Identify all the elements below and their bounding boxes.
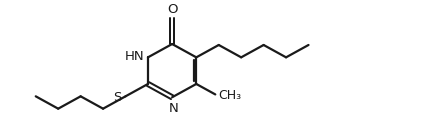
Text: N: N — [168, 102, 178, 115]
Text: S: S — [113, 91, 122, 104]
Text: O: O — [167, 2, 177, 16]
Text: CH₃: CH₃ — [218, 89, 241, 102]
Text: HN: HN — [124, 50, 144, 63]
